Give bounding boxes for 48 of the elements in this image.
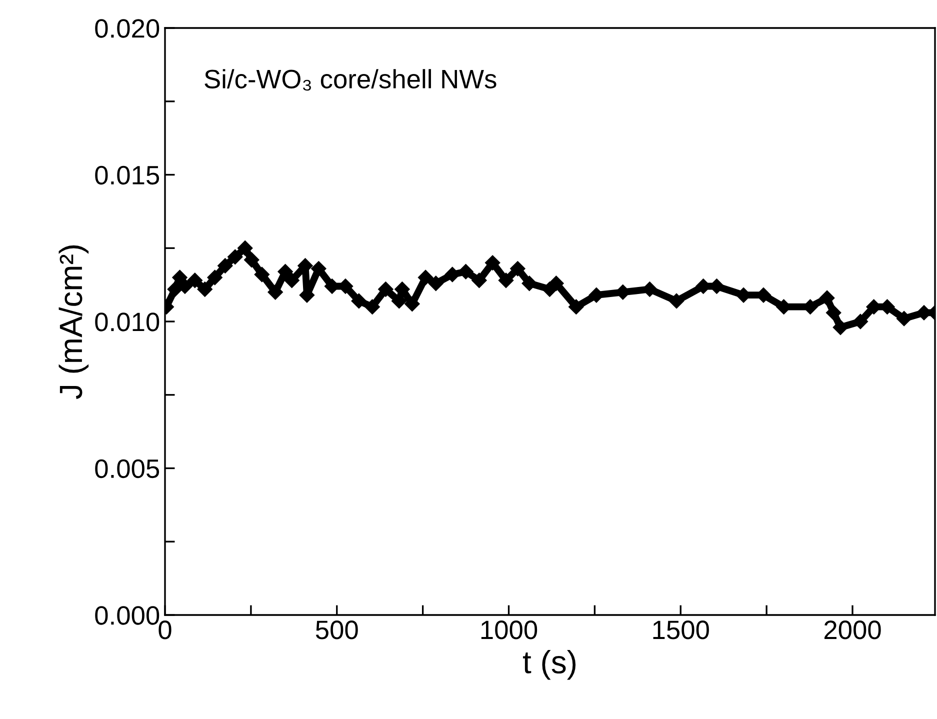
x-tick-label: 2000 [824, 620, 881, 640]
y-tick-label: 0.020 [95, 19, 160, 38]
x-tick-label: 0 [158, 620, 172, 640]
point [187, 272, 202, 288]
point [378, 282, 394, 297]
y-tick-label: 0.015 [95, 166, 160, 185]
point [472, 272, 487, 288]
point [819, 290, 835, 306]
point [254, 266, 270, 282]
y-tick-label: 0.005 [95, 459, 160, 478]
point [896, 310, 912, 326]
point [458, 264, 474, 280]
annotation: Si/c-WO₃ core/shell NWs [204, 69, 496, 91]
point [852, 314, 868, 330]
point [404, 296, 420, 312]
point [510, 261, 526, 276]
point [284, 272, 300, 288]
point [498, 272, 514, 288]
point [444, 266, 460, 282]
y-axis-title: J (mA/cm²) [58, 245, 89, 400]
point [826, 305, 842, 320]
point [218, 258, 233, 274]
point [418, 270, 434, 286]
point [568, 299, 584, 314]
point [238, 240, 253, 256]
point [228, 249, 243, 264]
point [364, 299, 380, 314]
point [197, 282, 212, 297]
point [167, 282, 183, 297]
x-tick-label: 1000 [481, 620, 538, 640]
point [668, 293, 684, 309]
y-tick-label: 0.010 [95, 312, 160, 332]
point [522, 276, 537, 291]
point [588, 288, 604, 303]
point [351, 293, 366, 309]
x-axis-title: t (s) [522, 650, 576, 680]
y-tick-label: 0.000 [95, 606, 160, 625]
point [832, 320, 848, 335]
point [278, 264, 293, 280]
point [548, 276, 564, 291]
point [244, 252, 260, 268]
x-tick-label: 1500 [653, 620, 709, 640]
point [311, 261, 326, 276]
x-tick-label: 500 [316, 620, 358, 640]
point [268, 284, 283, 300]
point [485, 255, 500, 270]
point [207, 270, 222, 286]
point [428, 276, 444, 291]
